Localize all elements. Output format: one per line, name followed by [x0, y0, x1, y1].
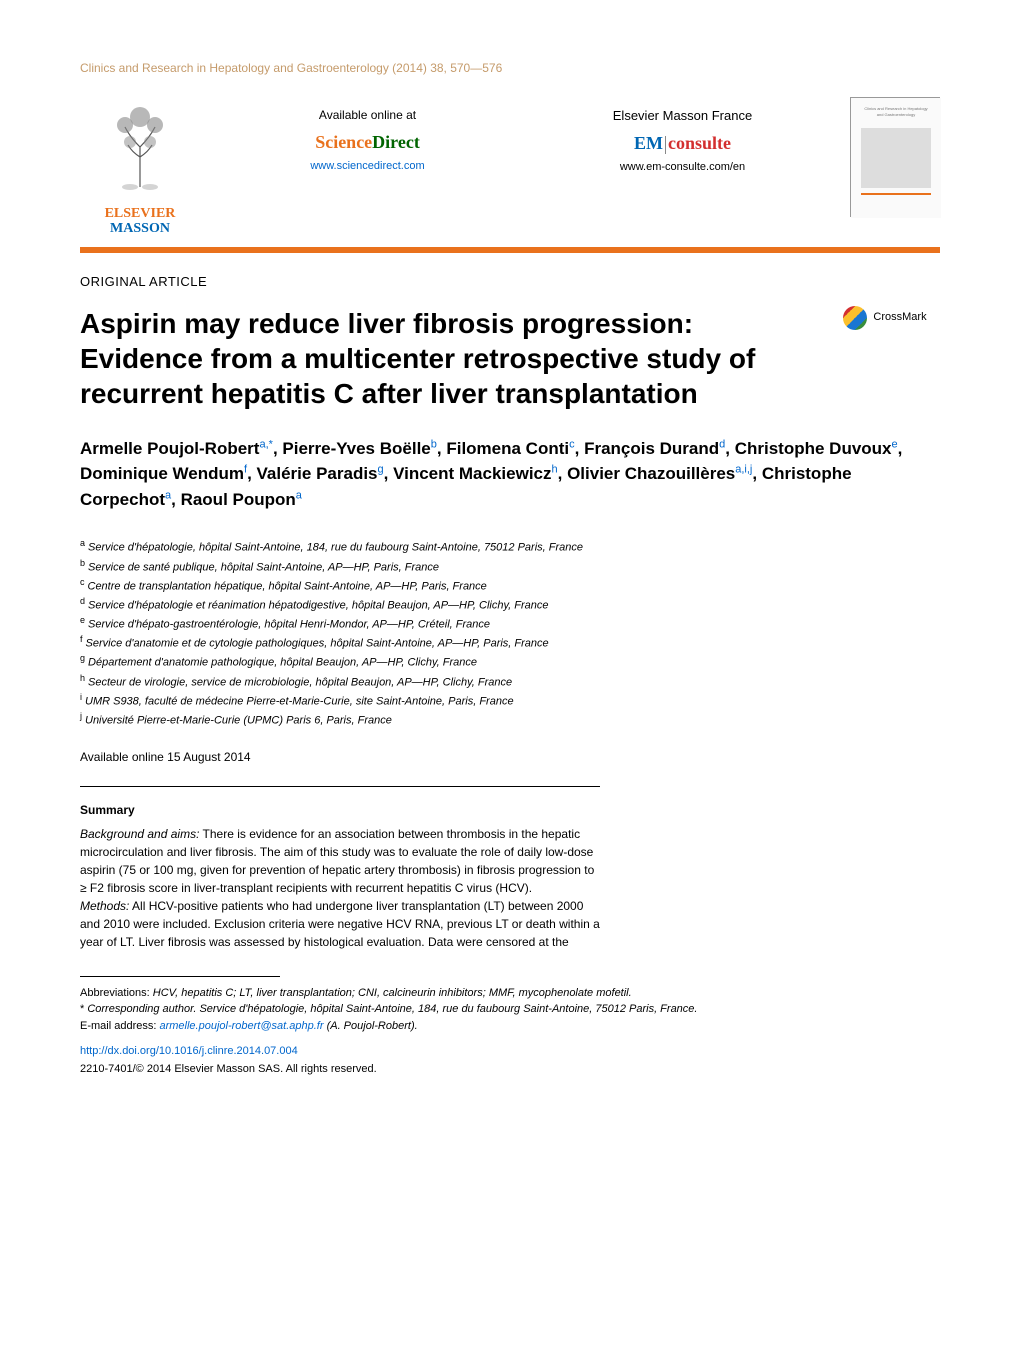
copyright-line: 2210-7401/© 2014 Elsevier Masson SAS. Al… — [80, 1062, 940, 1077]
affiliation-item: aService d'hépatologie, hôpital Saint-An… — [80, 537, 940, 556]
affiliation-item: jUniversité Pierre-et-Marie-Curie (UPMC)… — [80, 710, 940, 729]
background-label: Background and aims: — [80, 827, 199, 841]
elsevier-text: ELSEVIER — [105, 206, 176, 221]
journal-cover-thumbnail: Clinics and Research in Hepatology and G… — [850, 97, 940, 217]
corresponding-text: Corresponding author. Service d'hépatolo… — [84, 1003, 697, 1015]
emconsulte-block: Elsevier Masson France EMconsulte www.em… — [535, 97, 830, 176]
affiliation-item: cCentre de transplantation hépatique, hô… — [80, 576, 940, 595]
affiliation-item: eService d'hépato-gastroentérologie, hôp… — [80, 614, 940, 633]
affiliation-item: iUMR S938, faculté de médecine Pierre-et… — [80, 691, 940, 710]
affiliation-item: gDépartement d'anatomie pathologique, hô… — [80, 652, 940, 671]
crossmark-label: CrossMark — [873, 310, 926, 325]
publisher-header-row: ELSEVIER MASSON Available online at Scie… — [80, 97, 940, 237]
elsevier-tree-icon — [100, 97, 180, 197]
journal-citation: Clinics and Research in Hepatology and G… — [80, 60, 940, 77]
crossmark-badge[interactable]: CrossMark — [830, 306, 940, 335]
svg-text:Clinics and Research in Hepato: Clinics and Research in Hepatology — [864, 106, 927, 111]
footnotes: Abbreviations: HCV, hepatitis C; LT, liv… — [80, 985, 940, 1035]
summary-top-rule — [80, 786, 600, 787]
emconsulte-logo[interactable]: EMconsulte — [535, 131, 830, 156]
elsevier-masson-france-label: Elsevier Masson France — [535, 107, 830, 125]
abbreviations-text: HCV, hepatitis C; LT, liver transplantat… — [150, 987, 632, 999]
affiliation-list: aService d'hépatologie, hôpital Saint-An… — [80, 537, 940, 729]
available-online-date: Available online 15 August 2014 — [80, 749, 940, 766]
svg-text:and Gastroenterology: and Gastroenterology — [877, 112, 915, 117]
emconsulte-url[interactable]: www.em-consulte.com/en — [535, 160, 830, 175]
affiliation-item: bService de santé publique, hôpital Sain… — [80, 557, 940, 576]
corresponding-email[interactable]: armelle.poujol-robert@sat.aphp.fr — [159, 1020, 323, 1032]
masson-text: MASSON — [110, 221, 170, 236]
sciencedirect-logo[interactable]: ScienceDirect — [220, 130, 515, 155]
methods-text: All HCV-positive patients who had underg… — [80, 899, 600, 949]
footnote-rule — [80, 976, 280, 977]
available-online-label: Available online at — [220, 107, 515, 124]
crossmark-icon — [843, 306, 867, 330]
summary-body: Background and aims: There is evidence f… — [80, 825, 600, 951]
article-type-label: ORIGINAL ARTICLE — [80, 273, 940, 291]
doi-link[interactable]: http://dx.doi.org/10.1016/j.clinre.2014.… — [80, 1045, 298, 1057]
article-title: Aspirin may reduce liver fibrosis progre… — [80, 306, 810, 411]
author-list: Armelle Poujol-Roberta,*, Pierre-Yves Bo… — [80, 436, 940, 513]
email-suffix: (A. Poujol-Robert). — [324, 1020, 418, 1032]
sciencedirect-block: Available online at ScienceDirect www.sc… — [220, 97, 515, 174]
summary-heading: Summary — [80, 802, 940, 819]
sciencedirect-url[interactable]: www.sciencedirect.com — [310, 160, 424, 172]
affiliation-item: hSecteur de virologie, service de microb… — [80, 672, 940, 691]
abbreviations-label: Abbreviations: — [80, 987, 150, 999]
methods-label: Methods: — [80, 899, 129, 913]
email-label: E-mail address: — [80, 1020, 156, 1032]
divider-bar — [80, 247, 940, 253]
affiliation-item: dService d'hépatologie et réanimation hé… — [80, 595, 940, 614]
elsevier-masson-logo: ELSEVIER MASSON — [80, 97, 200, 237]
affiliation-item: fService d'anatomie et de cytologie path… — [80, 633, 940, 652]
